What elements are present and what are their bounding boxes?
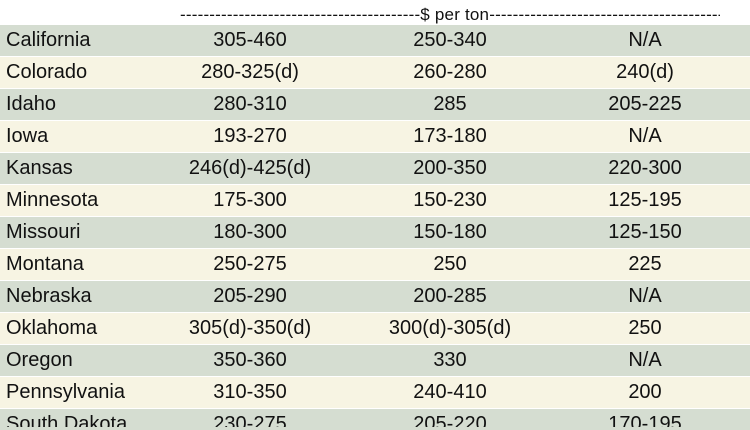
price-cell-col1: 305(d)-350(d): [188, 317, 312, 339]
table-row: Iowa 193-270 173-180 N/A: [0, 120, 750, 152]
price-cell-col3: 125-195: [608, 189, 682, 211]
price-cell-col2: 300(d)-305(d): [388, 317, 512, 339]
price-cell-col3: 225: [628, 253, 662, 275]
state-cell: Montana: [6, 253, 84, 275]
price-cell-col1: 230-275: [213, 413, 287, 430]
price-cell-col3: 220-300: [608, 157, 682, 179]
price-cell-col3: 125-150: [608, 221, 682, 243]
state-cell: Pennsylvania: [6, 381, 125, 403]
table-row: Minnesota 175-300 150-230 125-195: [0, 184, 750, 216]
state-cell: Minnesota: [6, 189, 99, 211]
table-row: Montana 250-275 250 225: [0, 248, 750, 280]
state-cell: California: [6, 29, 91, 51]
price-cell-col1: 280-310: [213, 93, 287, 115]
price-cell-col2: 205-220: [413, 413, 487, 430]
price-cell-col1: 280-325(d): [201, 61, 299, 83]
price-cell-col2: 250: [433, 253, 467, 275]
price-cell-col2: 200-350: [413, 157, 487, 179]
price-cell-col3: 250: [628, 317, 662, 339]
price-cell-col2: 330: [433, 349, 467, 371]
state-cell: Idaho: [6, 93, 57, 115]
price-cell-col1: 310-350: [213, 381, 287, 403]
price-cell-col1: 175-300: [213, 189, 287, 211]
unit-header-label: ----------------------------------------…: [180, 6, 720, 24]
table-row: Nebraska 205-290 200-285 N/A: [0, 280, 750, 312]
table-row: Oklahoma 305(d)-350(d) 300(d)-305(d) 250: [0, 312, 750, 344]
price-cell-col2: 173-180: [413, 125, 487, 147]
state-cell: Nebraska: [6, 285, 92, 307]
price-cell-col2: 250-340: [413, 29, 487, 51]
price-cell-col2: 260-280: [413, 61, 487, 83]
table-row: Colorado 280-325(d) 260-280 240(d): [0, 56, 750, 88]
table-body: California 305-460 250-340 N/A Colorado 280-3…: [0, 24, 750, 430]
price-cell-col1: 205-290: [213, 285, 287, 307]
table-row: Pennsylvania 310-350 240-410 200: [0, 376, 750, 408]
price-cell-col1: 246(d)-425(d): [188, 157, 312, 179]
table-row: California 305-460 250-340 N/A: [0, 24, 750, 56]
price-cell-col1: 180-300: [213, 221, 287, 243]
price-cell-col3: 170-195: [608, 413, 682, 430]
price-cell-col1: 305-460: [213, 29, 287, 51]
table-row: Oregon 350-360 330 N/A: [0, 344, 750, 376]
state-cell: Iowa: [6, 125, 49, 147]
table-row: Missouri 180-300 150-180 125-150: [0, 216, 750, 248]
price-cell-col1: 350-360: [213, 349, 287, 371]
state-cell: Oklahoma: [6, 317, 98, 339]
price-cell-col2: 150-230: [413, 189, 487, 211]
price-cell-col2: 285: [433, 93, 467, 115]
price-cell-col2: 150-180: [413, 221, 487, 243]
state-cell: Oregon: [6, 349, 73, 371]
price-cell-col2: 200-285: [413, 285, 487, 307]
state-cell: Colorado: [6, 61, 88, 83]
price-cell-col3: 200: [628, 381, 662, 403]
table-bottom-edge: [0, 427, 750, 430]
price-cell-col3: 240(d): [616, 61, 674, 83]
price-cell-col1: 250-275: [213, 253, 287, 275]
price-cell-col1: 193-270: [213, 125, 287, 147]
price-cell-col3: 205-225: [608, 93, 682, 115]
price-cell-col3: N/A: [628, 285, 662, 307]
table-row: South Dakota 230-275 205-220 170-195: [0, 408, 750, 430]
state-cell: Kansas: [6, 157, 73, 179]
unit-header: ----------------------------------------…: [0, 0, 750, 24]
table-row: Kansas 246(d)-425(d) 200-350 220-300: [0, 152, 750, 184]
price-cell-col2: 240-410: [413, 381, 487, 403]
price-cell-col3: N/A: [628, 29, 662, 51]
state-cell: South Dakota: [6, 413, 128, 430]
price-cell-col3: N/A: [628, 349, 662, 371]
state-cell: Missouri: [6, 221, 81, 243]
price-cell-col3: N/A: [628, 125, 662, 147]
table-row: Idaho 280-310 285 205-225: [0, 88, 750, 120]
